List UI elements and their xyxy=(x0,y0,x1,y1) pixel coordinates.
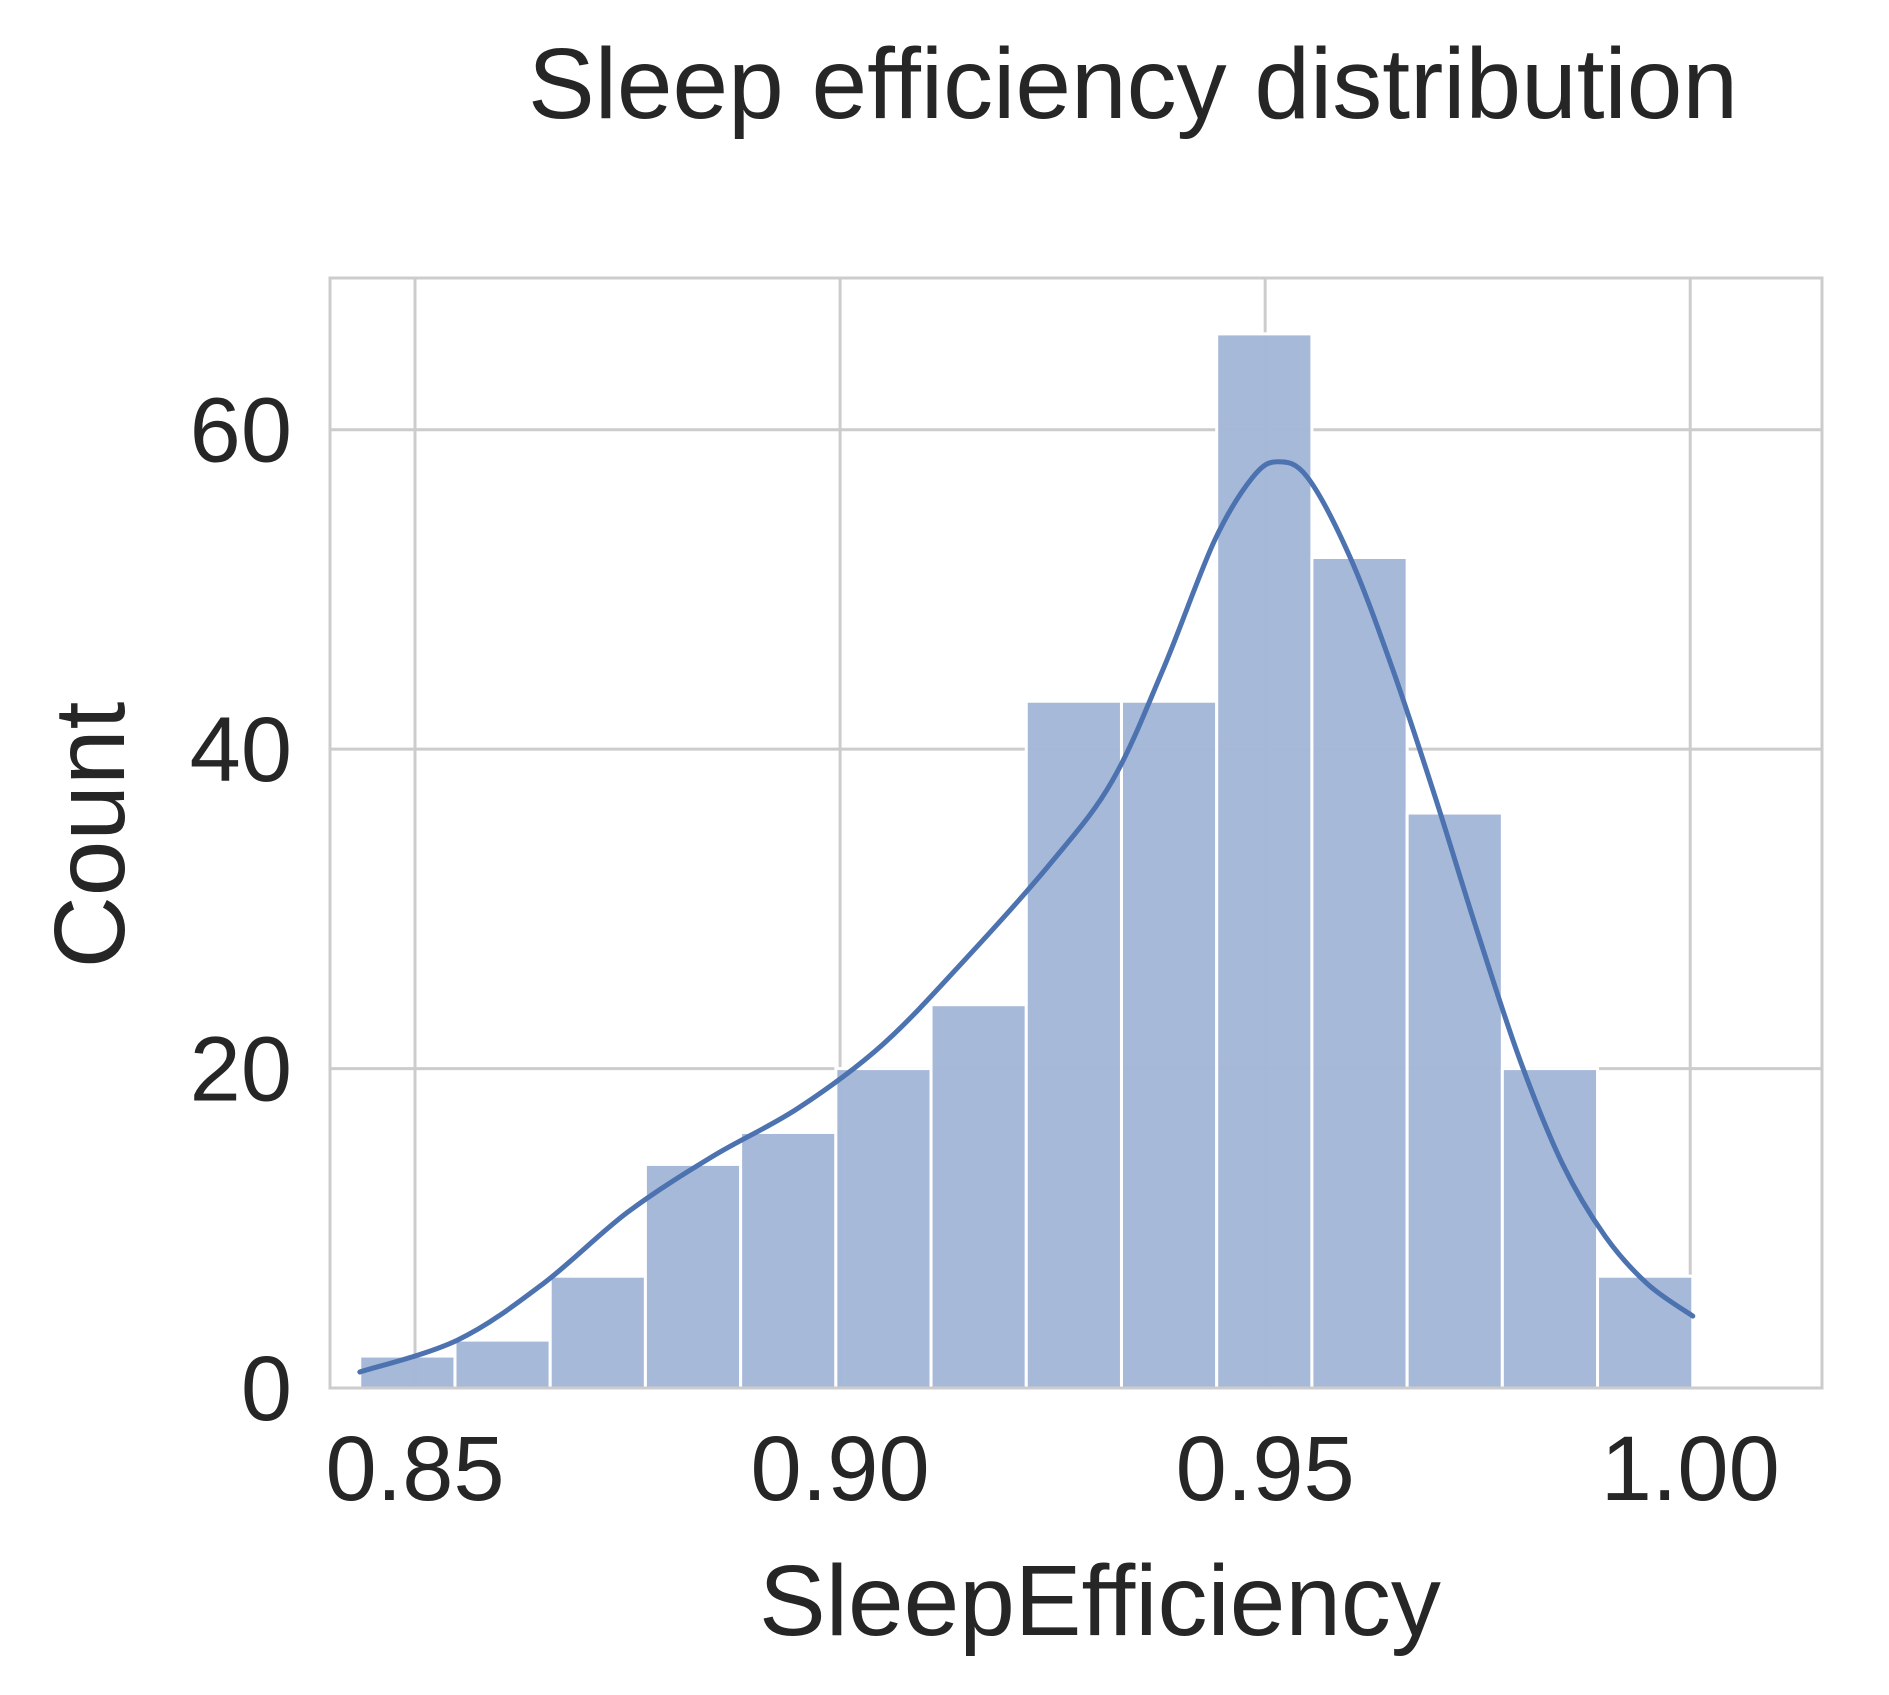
x-tick-labels: 0.85 0.90 0.95 1.00 xyxy=(325,1418,1779,1520)
x-axis-label: SleepEfficiency xyxy=(759,1545,1441,1657)
x-tick-label: 1.00 xyxy=(1601,1418,1780,1520)
y-tick-label: 40 xyxy=(190,699,292,801)
x-tick-label: 0.95 xyxy=(1176,1418,1355,1520)
histogram-bar xyxy=(453,1338,552,1390)
kde-line xyxy=(357,459,1696,1375)
y-tick-label: 60 xyxy=(190,380,292,482)
histogram-bar xyxy=(1405,811,1504,1390)
y-tick-labels: 0 20 40 60 xyxy=(190,380,292,1440)
histogram-bar xyxy=(643,1162,743,1390)
histogram-bar xyxy=(739,1130,838,1390)
x-tick-label: 0.85 xyxy=(325,1418,504,1520)
y-axis-label: Count xyxy=(34,701,146,968)
histogram-bar xyxy=(1500,1067,1600,1390)
bars xyxy=(358,332,1695,1390)
histogram-bar xyxy=(1596,1274,1695,1390)
histogram-bar xyxy=(1310,555,1409,1390)
histogram-bar xyxy=(834,1067,933,1390)
x-tick-label: 0.90 xyxy=(751,1418,930,1520)
histogram-bar xyxy=(929,1003,1028,1390)
y-tick-label: 20 xyxy=(190,1019,292,1121)
chart-title: Sleep efficiency distribution xyxy=(528,28,1738,140)
histogram-bar xyxy=(358,1354,457,1390)
plot-frame xyxy=(328,276,1824,1390)
histogram-bar xyxy=(548,1274,647,1390)
histogram-bar xyxy=(1215,332,1314,1390)
y-tick-label: 0 xyxy=(241,1338,292,1440)
histogram-bar xyxy=(1024,699,1123,1390)
histogram-bar xyxy=(1119,699,1219,1390)
